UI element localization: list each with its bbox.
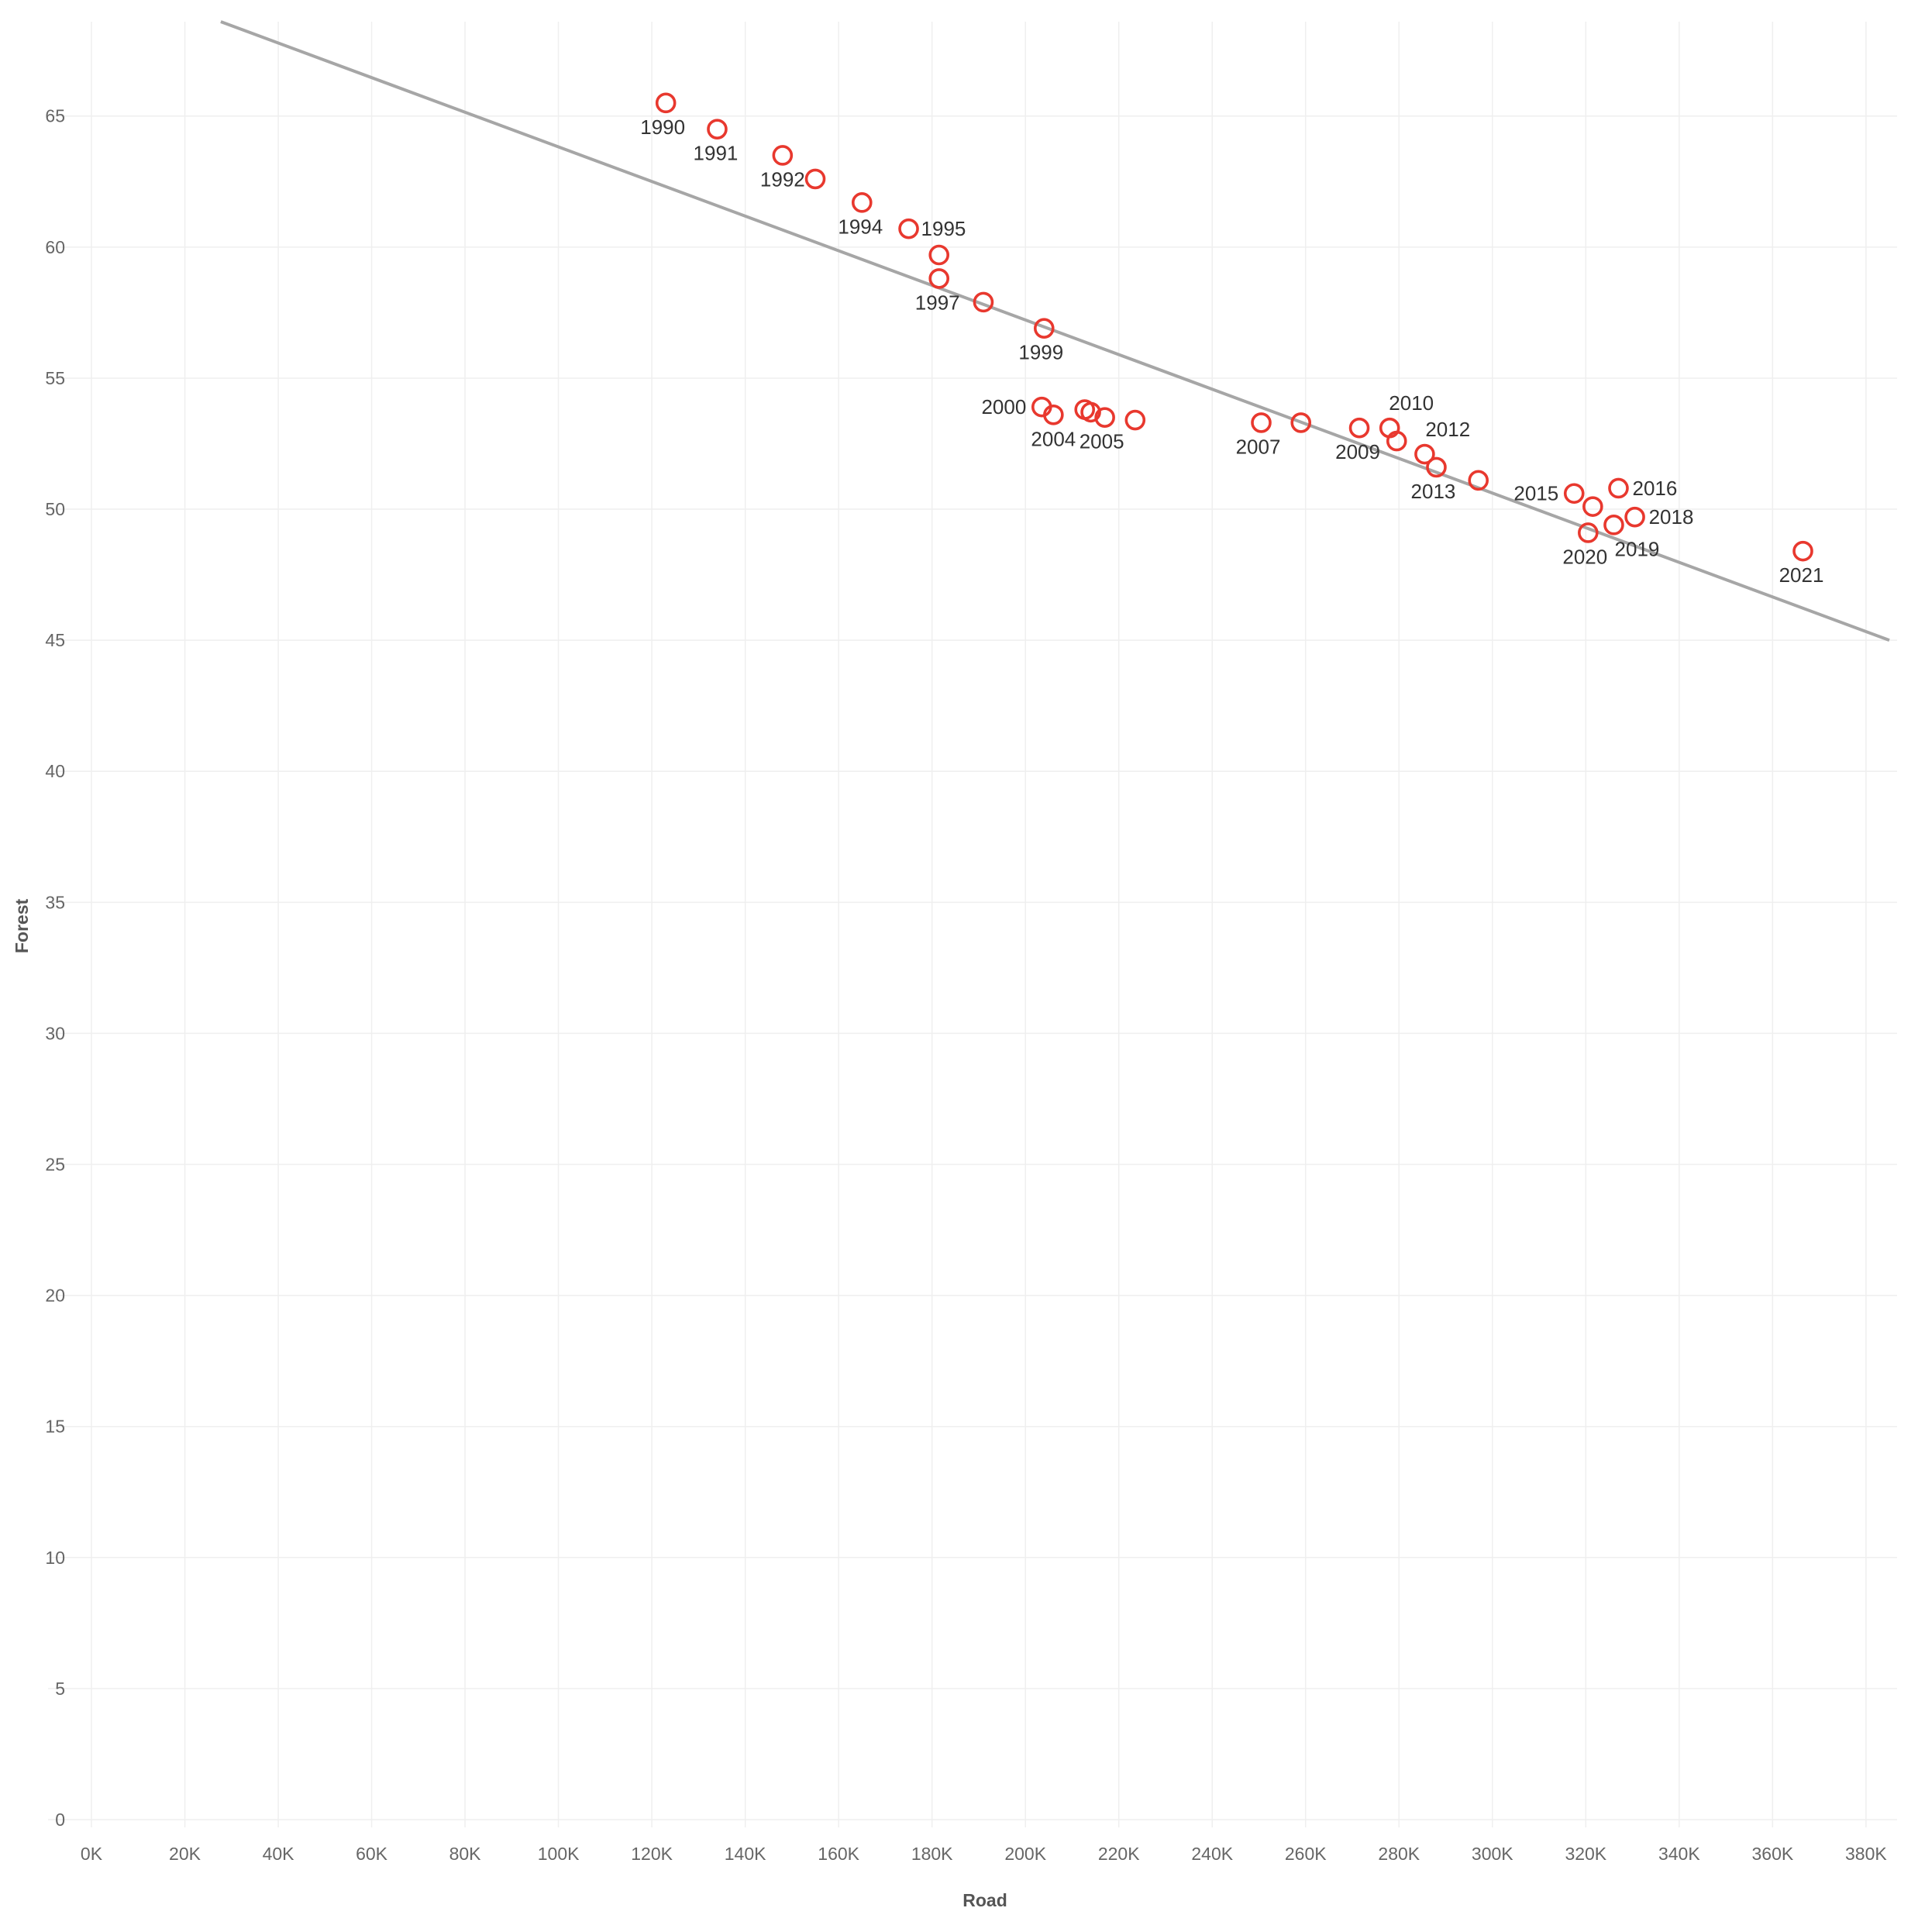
data-point[interactable]: [973, 291, 994, 313]
point-label: 1999: [1018, 341, 1063, 364]
data-point[interactable]: [1348, 417, 1370, 439]
data-point[interactable]: [1124, 409, 1146, 431]
point-label: 2007: [1236, 435, 1281, 458]
point-label: 2021: [1779, 563, 1824, 587]
x-tick-label: 0K: [81, 1844, 103, 1864]
x-tick-label: 240K: [1191, 1844, 1233, 1864]
point-label: 2020: [1562, 545, 1607, 568]
point-label: 1997: [915, 291, 960, 314]
points-layer: [655, 92, 1813, 562]
y-tick-label: 0: [55, 1810, 65, 1830]
y-tick-label: 30: [45, 1023, 65, 1043]
point-label: 2018: [1649, 505, 1694, 529]
x-tick-label: 180K: [911, 1844, 953, 1864]
point-label: 1992: [760, 167, 805, 191]
data-point[interactable]: [707, 119, 728, 139]
x-tick-label: 260K: [1285, 1844, 1327, 1864]
data-point[interactable]: [1468, 470, 1489, 491]
y-tick-label: 60: [45, 237, 65, 257]
data-point[interactable]: [928, 244, 950, 266]
point-label: 2005: [1080, 430, 1124, 453]
y-tick-label: 55: [45, 368, 65, 388]
x-axis-title: Road: [962, 1890, 1007, 1910]
y-tick-label: 5: [55, 1679, 65, 1699]
x-tick-label: 40K: [263, 1844, 295, 1864]
point-label: 1990: [640, 115, 685, 139]
data-point[interactable]: [1094, 407, 1115, 428]
data-point[interactable]: [1414, 443, 1435, 465]
x-tick-label: 360K: [1751, 1844, 1793, 1864]
data-point[interactable]: [1043, 404, 1064, 425]
data-point[interactable]: [1582, 496, 1603, 517]
data-point[interactable]: [1290, 412, 1312, 433]
trend-line: [220, 20, 1890, 642]
y-axis-ticks: 0 5 10 15 20 25 30 35 40 45 50 55 60 65: [45, 106, 65, 1830]
x-tick-label: 160K: [818, 1844, 859, 1864]
x-tick-label: 300K: [1472, 1844, 1513, 1864]
x-tick-label: 100K: [538, 1844, 580, 1864]
x-tick-label: 280K: [1378, 1844, 1420, 1864]
point-label: 2010: [1389, 391, 1434, 415]
data-point[interactable]: [804, 168, 826, 190]
data-point[interactable]: [851, 192, 873, 213]
data-point[interactable]: [1578, 522, 1599, 543]
x-tick-label: 140K: [725, 1844, 766, 1864]
point-label: 2012: [1425, 418, 1470, 441]
data-point[interactable]: [1608, 477, 1629, 499]
point-label: 2009: [1335, 440, 1380, 463]
y-tick-label: 10: [45, 1548, 65, 1568]
x-tick-label: 320K: [1565, 1844, 1606, 1864]
data-point[interactable]: [1563, 483, 1585, 505]
data-point[interactable]: [1603, 515, 1624, 536]
data-point[interactable]: [1426, 456, 1447, 478]
x-tick-label: 120K: [631, 1844, 673, 1864]
data-point[interactable]: [1033, 318, 1055, 339]
data-point[interactable]: [655, 92, 677, 114]
point-label: 2019: [1615, 537, 1660, 560]
y-tick-label: 45: [45, 630, 65, 650]
y-tick-label: 20: [45, 1286, 65, 1306]
point-label: 2015: [1513, 482, 1558, 505]
data-point[interactable]: [898, 218, 919, 239]
data-point[interactable]: [928, 268, 950, 289]
point-label: 1995: [921, 217, 966, 240]
data-point[interactable]: [772, 145, 794, 166]
x-tick-label: 380K: [1845, 1844, 1887, 1864]
y-tick-label: 25: [45, 1155, 65, 1175]
point-label: 1994: [838, 215, 883, 238]
y-tick-label: 35: [45, 892, 65, 912]
data-point[interactable]: [1251, 412, 1272, 433]
y-tick-label: 15: [45, 1417, 65, 1437]
point-label: 1991: [694, 142, 739, 165]
x-tick-label: 220K: [1098, 1844, 1140, 1864]
x-tick-label: 20K: [169, 1844, 201, 1864]
x-tick-label: 200K: [1004, 1844, 1046, 1864]
y-tick-label: 50: [45, 499, 65, 519]
point-label: 2013: [1411, 480, 1456, 503]
point-label: 2000: [981, 395, 1026, 418]
data-point[interactable]: [1080, 401, 1101, 423]
x-tick-label: 60K: [356, 1844, 388, 1864]
y-tick-label: 65: [45, 106, 65, 126]
x-tick-label: 340K: [1658, 1844, 1700, 1864]
x-tick-label: 80K: [449, 1844, 482, 1864]
data-point[interactable]: [1792, 540, 1813, 562]
trend-layer: [220, 20, 1890, 642]
x-axis-ticks: 0K 20K 40K 60K 80K 100K 120K 140K 160K 180K 200K 22…: [81, 1844, 1887, 1864]
point-label: 2016: [1632, 477, 1677, 500]
grid-layer: [48, 22, 1897, 1827]
y-tick-label: 40: [45, 761, 65, 781]
data-point[interactable]: [1624, 506, 1645, 528]
y-axis-title: Forest: [12, 899, 32, 954]
data-point[interactable]: [1386, 430, 1407, 452]
point-label: 2004: [1031, 427, 1076, 450]
